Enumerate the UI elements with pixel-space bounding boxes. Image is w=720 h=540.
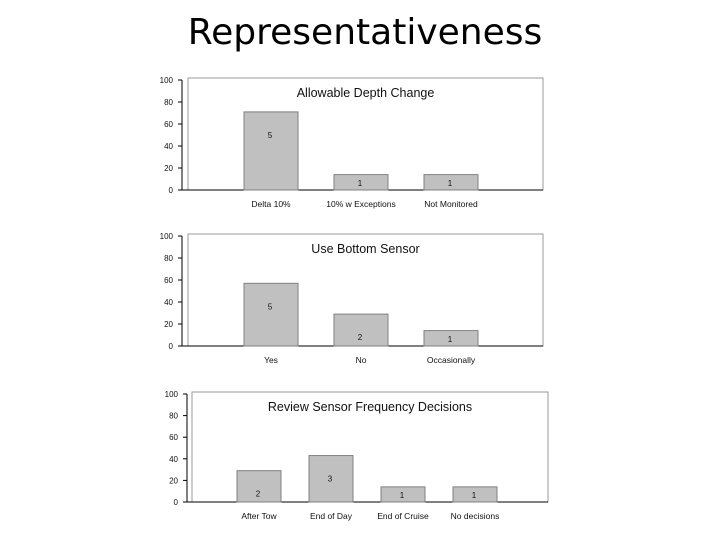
chart-title: Use Bottom Sensor	[311, 242, 419, 256]
y-tick-label: 0	[169, 186, 174, 195]
chart-review-sensor-frequency: 100 80 60 40 20 0 Review Sensor Frequency Deci…	[165, 390, 549, 521]
x-category-label: No decisions	[451, 511, 500, 521]
slide-title: Representativeness	[187, 12, 543, 53]
x-category-label: Yes	[264, 355, 278, 365]
bar-data-label: 2	[256, 490, 261, 499]
y-tick-label: 100	[160, 76, 174, 85]
y-tick-label: 0	[169, 342, 174, 351]
y-tick-label: 60	[164, 276, 173, 285]
y-tick-label: 100	[165, 390, 179, 399]
bar-data-label: 1	[448, 179, 453, 188]
bar	[333, 313, 389, 347]
bar-data-label: 3	[328, 475, 333, 484]
x-category-label: No	[356, 355, 367, 365]
bar-data-label: 5	[268, 131, 273, 140]
bar	[423, 330, 479, 347]
bar	[243, 111, 299, 191]
bar	[243, 282, 299, 347]
x-category-label: Occasionally	[427, 355, 476, 365]
bar-data-label: 1	[448, 335, 453, 344]
x-category-label: After Tow	[241, 511, 277, 521]
x-category-label: Not Monitored	[424, 199, 478, 209]
y-tick-label: 60	[164, 120, 173, 129]
chart-allowable-depth-change: 100 80 60 40 20 0 Allowable Depth Change 5 Delta…	[160, 76, 544, 209]
y-tick-label: 80	[169, 412, 178, 421]
x-category-label: Delta 10%	[251, 199, 291, 209]
y-tick-label: 80	[164, 98, 173, 107]
y-tick-label: 20	[164, 164, 173, 173]
chart-use-bottom-sensor: 100 80 60 40 20 0 Use Bottom Sensor 5 Yes 2 No 1 Occ…	[160, 232, 544, 365]
x-category-label: End of Day	[310, 511, 353, 521]
bar	[423, 174, 479, 191]
x-category-label: End of Cruise	[377, 511, 429, 521]
y-tick-label: 40	[164, 142, 173, 151]
y-tick-label: 20	[169, 476, 178, 485]
bar-data-label: 5	[268, 302, 273, 311]
chart-title: Review Sensor Frequency Decisions	[268, 400, 472, 414]
bar	[308, 455, 354, 503]
bar	[236, 470, 282, 503]
bar	[452, 486, 498, 503]
y-tick-label: 100	[160, 232, 174, 241]
y-tick-label: 40	[169, 455, 178, 464]
y-tick-label: 80	[164, 254, 173, 263]
bar-data-label: 1	[358, 179, 363, 188]
y-tick-label: 40	[164, 298, 173, 307]
y-tick-label: 60	[169, 433, 178, 442]
bar-data-label: 1	[400, 491, 405, 500]
y-tick-label: 20	[164, 320, 173, 329]
x-category-label: 10% w Exceptions	[326, 199, 395, 209]
bar-data-label: 1	[472, 491, 477, 500]
bar	[333, 174, 389, 191]
y-tick-label: 0	[174, 498, 179, 507]
chart-title: Allowable Depth Change	[297, 86, 435, 100]
bar-data-label: 2	[358, 333, 363, 342]
bar	[380, 486, 426, 503]
